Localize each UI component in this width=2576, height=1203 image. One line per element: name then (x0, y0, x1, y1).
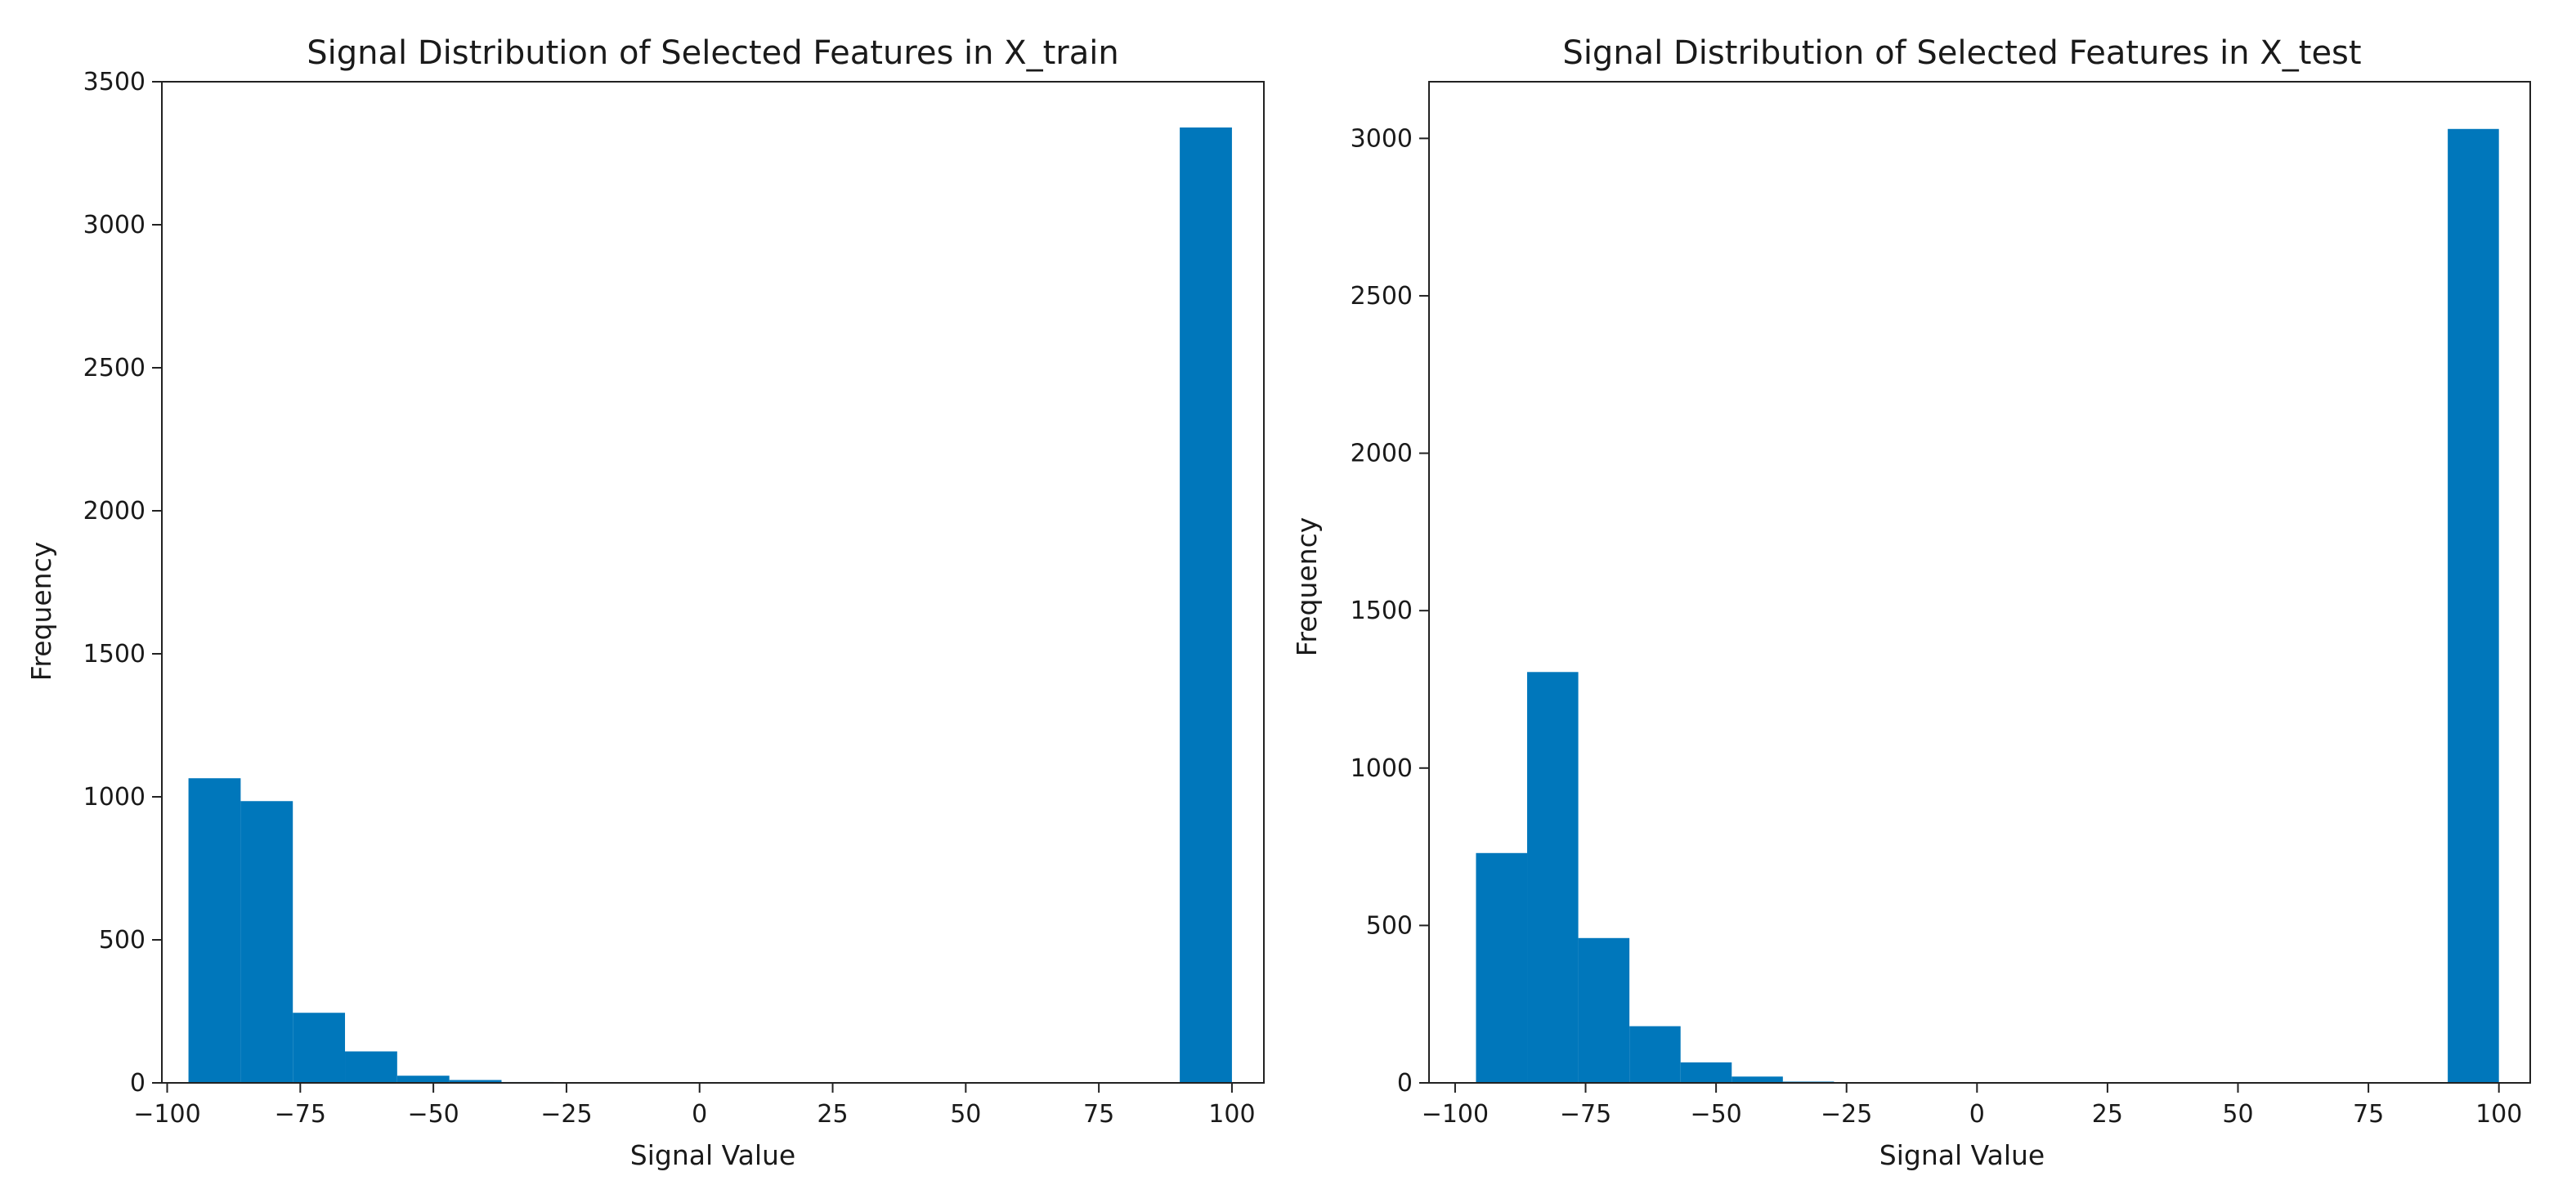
chart-title: Signal Distribution of Selected Features… (1562, 34, 2361, 72)
histogram-bar (2448, 128, 2499, 1084)
x-tick-label: −75 (1560, 1100, 1611, 1129)
y-tick-label: 3000 (1351, 124, 1413, 153)
x-axis-label: Signal Value (1879, 1139, 2045, 1171)
y-tick-label: 3000 (83, 211, 146, 239)
x-tick-label: 0 (1969, 1100, 1985, 1129)
x-tick-label: 0 (692, 1100, 707, 1129)
y-tick-label: 1000 (1351, 754, 1413, 783)
x-tick-label: 50 (2222, 1100, 2253, 1129)
histogram-bar (293, 1013, 346, 1083)
x-tick-label: −25 (540, 1100, 592, 1129)
x-tick-label: 25 (2092, 1100, 2123, 1129)
y-tick-label: 1000 (83, 783, 146, 812)
y-tick-label: 2500 (1351, 282, 1413, 311)
test-histogram: Signal Distribution of Selected Features… (1291, 34, 2531, 1171)
y-tick-label: 500 (99, 926, 146, 955)
y-tick-label: 2500 (83, 354, 146, 382)
histogram-bar (1680, 1062, 1732, 1083)
x-tick-label: −100 (1422, 1100, 1489, 1129)
x-tick-label: 75 (2353, 1100, 2384, 1129)
plot-frame (1428, 81, 2531, 1084)
x-tick-label: −100 (133, 1100, 200, 1129)
x-tick-label: −50 (407, 1100, 459, 1129)
x-tick-label: 25 (817, 1100, 848, 1129)
axis-ticks: −100 −75 −50 −25 0 25 50 75 10005001000150020002… (1351, 124, 2523, 1129)
y-axis-label: Frequency (25, 542, 57, 681)
y-tick-label: 1500 (1351, 597, 1413, 625)
axis-ticks: −100 −75 −50 −25 0 25 50 75 10005001000150020002… (83, 68, 1256, 1129)
x-tick-label: 75 (1083, 1100, 1114, 1129)
histogram-bar (1629, 1026, 1681, 1083)
y-tick-label: 3500 (83, 68, 146, 96)
y-axis-label: Frequency (1291, 517, 1323, 656)
y-tick-label: 0 (130, 1069, 146, 1098)
x-tick-label: 50 (950, 1100, 981, 1129)
histogram-bar (1527, 672, 1579, 1083)
x-tick-label: 100 (2475, 1100, 2522, 1129)
y-tick-label: 2000 (1351, 440, 1413, 468)
plot-frame (161, 81, 1265, 1084)
histogram-bar (1732, 1076, 1783, 1083)
y-tick-label: 1500 (83, 640, 146, 669)
histogram-bar (1578, 937, 1630, 1083)
histogram-bar (1180, 127, 1232, 1083)
histogram-bar (345, 1051, 397, 1083)
chart-title: Signal Distribution of Selected Features… (307, 34, 1118, 72)
histogram-bar (1476, 852, 1528, 1083)
histogram-bar (240, 801, 293, 1083)
train-histogram: Signal Distribution of Selected Features… (25, 34, 1265, 1171)
histogram-bar (396, 1076, 450, 1083)
x-tick-label: −75 (275, 1100, 326, 1129)
x-tick-label: −50 (1690, 1100, 1741, 1129)
x-tick-label: 100 (1208, 1100, 1255, 1129)
y-tick-label: 0 (1397, 1069, 1413, 1098)
histogram-bars (1476, 128, 2499, 1084)
histogram-bars (188, 127, 1232, 1083)
histogram-bar (449, 1080, 502, 1083)
histogram-bar (188, 778, 241, 1083)
y-tick-label: 2000 (83, 497, 146, 525)
x-tick-label: −25 (1821, 1100, 1872, 1129)
x-axis-label: Signal Value (630, 1139, 795, 1171)
y-tick-label: 500 (1366, 911, 1413, 940)
